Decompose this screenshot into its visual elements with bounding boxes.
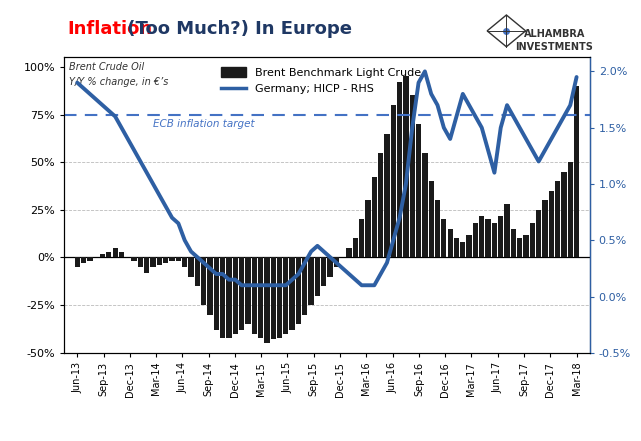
Bar bbox=[403, 76, 408, 258]
Bar bbox=[195, 258, 200, 286]
Text: Brent Crude Oil: Brent Crude Oil bbox=[69, 62, 145, 72]
Bar bbox=[429, 181, 434, 258]
Bar bbox=[220, 258, 225, 337]
Text: Inflation: Inflation bbox=[67, 20, 153, 38]
Bar bbox=[523, 235, 529, 258]
Bar bbox=[308, 258, 313, 305]
Bar bbox=[397, 82, 403, 258]
Bar bbox=[226, 258, 231, 337]
Bar bbox=[207, 258, 213, 315]
Bar bbox=[467, 235, 472, 258]
Bar bbox=[169, 258, 175, 262]
Bar bbox=[81, 258, 86, 263]
Bar bbox=[435, 200, 440, 258]
Bar bbox=[271, 258, 276, 340]
Bar bbox=[562, 172, 567, 258]
Bar bbox=[447, 229, 453, 258]
Legend: Brent Benchmark Light Crude, Germany; HICP - RHS: Brent Benchmark Light Crude, Germany; HI… bbox=[217, 63, 425, 99]
Bar bbox=[390, 105, 396, 258]
Bar bbox=[334, 258, 339, 267]
Bar bbox=[251, 258, 257, 334]
Text: (Too Much?) In Europe: (Too Much?) In Europe bbox=[121, 20, 351, 38]
Bar bbox=[372, 177, 377, 258]
Bar bbox=[201, 258, 206, 305]
Bar bbox=[233, 258, 238, 334]
Bar bbox=[296, 258, 301, 324]
Bar bbox=[328, 258, 333, 277]
Bar bbox=[239, 258, 244, 330]
Bar bbox=[568, 162, 573, 258]
Bar bbox=[246, 258, 251, 324]
Bar bbox=[290, 258, 295, 330]
Bar bbox=[176, 258, 181, 262]
Bar bbox=[359, 219, 364, 258]
Bar bbox=[131, 258, 137, 262]
Bar bbox=[157, 258, 162, 265]
Bar bbox=[264, 258, 269, 343]
Bar bbox=[213, 258, 219, 330]
Bar bbox=[460, 242, 465, 258]
Bar bbox=[321, 258, 326, 286]
Bar bbox=[365, 200, 370, 258]
Text: ECB inflation target: ECB inflation target bbox=[153, 119, 255, 129]
Bar bbox=[479, 216, 485, 258]
Bar bbox=[346, 248, 352, 258]
Bar bbox=[504, 204, 510, 258]
Bar bbox=[498, 216, 503, 258]
Text: INVESTMENTS: INVESTMENTS bbox=[515, 42, 594, 52]
Bar bbox=[151, 258, 156, 267]
Bar bbox=[410, 95, 415, 258]
Bar bbox=[422, 153, 428, 258]
Bar bbox=[182, 258, 187, 267]
Bar bbox=[529, 223, 535, 258]
Bar bbox=[283, 258, 288, 334]
Bar bbox=[555, 181, 560, 258]
Bar bbox=[441, 219, 447, 258]
Bar bbox=[100, 254, 105, 258]
Bar bbox=[315, 258, 320, 295]
Bar bbox=[188, 258, 194, 277]
Bar bbox=[138, 258, 143, 267]
Bar bbox=[574, 86, 579, 258]
Bar bbox=[542, 200, 547, 258]
Bar bbox=[473, 223, 478, 258]
Bar bbox=[163, 258, 169, 263]
Bar bbox=[536, 210, 541, 258]
Bar bbox=[378, 153, 383, 258]
Bar bbox=[549, 191, 554, 258]
Text: Y/Y % change, in €’s: Y/Y % change, in €’s bbox=[69, 77, 169, 86]
Bar bbox=[144, 258, 149, 273]
Bar bbox=[454, 239, 459, 258]
Bar bbox=[277, 258, 282, 337]
Bar bbox=[385, 134, 390, 258]
Bar bbox=[119, 252, 124, 258]
Bar bbox=[416, 124, 421, 258]
Bar bbox=[74, 258, 80, 267]
Text: ALHAMBRA: ALHAMBRA bbox=[524, 29, 585, 39]
Bar bbox=[492, 223, 497, 258]
Bar bbox=[113, 248, 118, 258]
Bar bbox=[485, 219, 491, 258]
Bar bbox=[87, 258, 92, 262]
Bar bbox=[258, 258, 263, 337]
Bar bbox=[106, 252, 112, 258]
Bar bbox=[302, 258, 308, 315]
Bar bbox=[353, 239, 358, 258]
Bar bbox=[517, 239, 522, 258]
Bar bbox=[511, 229, 516, 258]
